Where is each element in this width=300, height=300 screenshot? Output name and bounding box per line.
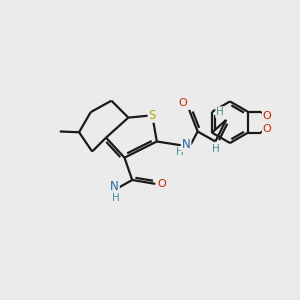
- Text: H: H: [112, 193, 120, 203]
- Text: O: O: [158, 179, 167, 189]
- Text: H: H: [176, 147, 184, 157]
- Text: H: H: [212, 144, 220, 154]
- Text: S: S: [148, 109, 156, 122]
- Text: O: O: [263, 124, 272, 134]
- Text: N: N: [110, 180, 119, 194]
- Text: O: O: [178, 98, 188, 108]
- Text: N: N: [182, 138, 190, 151]
- Text: H: H: [216, 107, 224, 117]
- Text: O: O: [263, 111, 272, 121]
